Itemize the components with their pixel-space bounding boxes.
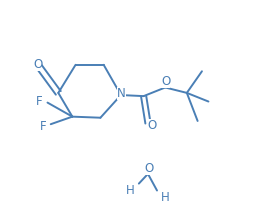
Text: O: O [161,75,170,88]
Text: N: N [117,87,126,100]
Text: H: H [160,191,169,204]
Text: F: F [40,120,47,133]
Text: O: O [33,58,42,71]
Text: F: F [36,95,43,108]
Text: O: O [147,119,157,132]
Text: H: H [126,184,135,197]
Text: O: O [144,162,153,175]
